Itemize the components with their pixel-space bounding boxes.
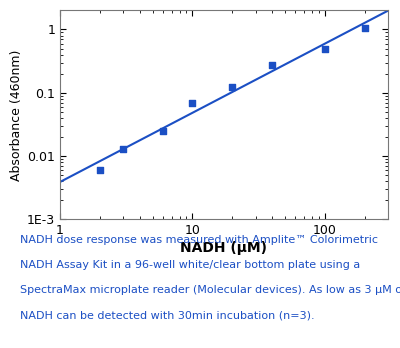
Point xyxy=(189,100,196,105)
Text: NADH dose response was measured with Amplite™ Colorimetric: NADH dose response was measured with Amp… xyxy=(20,235,378,245)
Point xyxy=(229,84,236,89)
Point xyxy=(322,46,328,51)
X-axis label: NADH (μM): NADH (μM) xyxy=(180,241,268,255)
Point xyxy=(269,63,275,68)
Text: NADH can be detected with 30min incubation (n=3).: NADH can be detected with 30min incubati… xyxy=(20,310,315,320)
Text: NADH Assay Kit in a 96-well white/clear bottom plate using a: NADH Assay Kit in a 96-well white/clear … xyxy=(20,260,360,270)
Point xyxy=(160,128,166,134)
Point xyxy=(120,146,126,152)
Point xyxy=(97,167,103,173)
Y-axis label: Absorbance (460nm): Absorbance (460nm) xyxy=(10,49,23,181)
Text: SpectraMax microplate reader (Molecular devices). As low as 3 μM of: SpectraMax microplate reader (Molecular … xyxy=(20,285,400,295)
Point xyxy=(362,25,368,31)
